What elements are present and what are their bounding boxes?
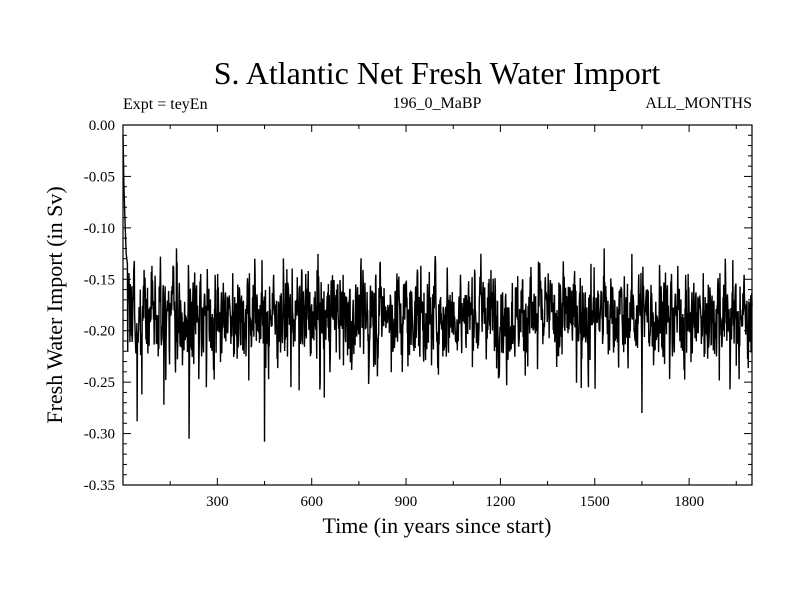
y-tick-label: -0.35 [84, 478, 115, 494]
y-tick-label: -0.05 [84, 169, 115, 185]
chart-title: S. Atlantic Net Fresh Water Import [214, 55, 661, 91]
y-tick-label: -0.30 [84, 427, 115, 443]
chart-subtitle-left: Expt = teyEn [123, 96, 208, 113]
y-tick-label: -0.10 [84, 221, 115, 237]
x-tick-label: 1500 [580, 494, 610, 510]
y-tick-label: -0.15 [84, 272, 115, 288]
y-tick-label: -0.25 [84, 375, 115, 391]
x-tick-label: 900 [395, 494, 418, 510]
series-line [122, 135, 753, 442]
y-axis: 0.00 -0.05 -0.10 -0.15 -0.20 -0.25 -0.30 -0.35 [84, 118, 752, 494]
y-axis-label: Fresh Water Import (in Sv) [42, 186, 67, 423]
plot-data [122, 135, 753, 442]
x-tick-label: 300 [206, 494, 229, 510]
x-axis: 300 600 900 1200 1500 1800 [169, 125, 737, 510]
chart-subtitle-center: 196_0_MaBP [393, 95, 482, 112]
chart-subtitle-right: ALL_MONTHS [645, 95, 752, 112]
y-tick-label: 0.00 [89, 118, 115, 134]
x-tick-label: 600 [300, 494, 323, 510]
x-tick-label: 1200 [485, 494, 515, 510]
x-axis-label: Time (in years since start) [323, 513, 552, 538]
y-tick-label: -0.20 [84, 324, 115, 340]
x-tick-label: 1800 [674, 494, 704, 510]
plot-frame [122, 124, 753, 486]
